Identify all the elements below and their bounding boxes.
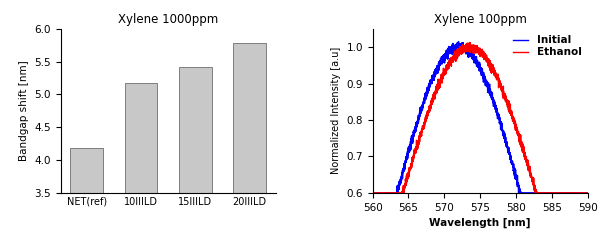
Initial bbox=[376, 191, 383, 194]
Initial bbox=[431, 75, 438, 78]
Ethanol bbox=[544, 191, 551, 194]
Initial bbox=[544, 191, 551, 194]
Title: Xylene 100ppm: Xylene 100ppm bbox=[434, 13, 527, 26]
Y-axis label: Normalized Intensity [a.u]: Normalized Intensity [a.u] bbox=[331, 47, 341, 174]
Initial bbox=[584, 191, 591, 194]
Legend: Initial, Ethanol: Initial, Ethanol bbox=[508, 31, 586, 61]
Initial bbox=[455, 40, 462, 43]
Ethanol bbox=[376, 191, 383, 194]
Line: Initial: Initial bbox=[373, 41, 588, 193]
Ethanol bbox=[584, 191, 591, 194]
Bar bbox=[70, 148, 103, 241]
Bar bbox=[125, 83, 158, 241]
Ethanol bbox=[484, 56, 491, 59]
Initial bbox=[369, 191, 376, 194]
Initial bbox=[484, 82, 491, 85]
Initial bbox=[408, 139, 415, 142]
Y-axis label: Bandgap shift [nm]: Bandgap shift [nm] bbox=[19, 60, 28, 161]
Ethanol bbox=[407, 164, 415, 167]
Ethanol bbox=[431, 93, 438, 96]
X-axis label: Wavelength [nm]: Wavelength [nm] bbox=[430, 218, 531, 228]
Title: Xylene 1000ppm: Xylene 1000ppm bbox=[118, 13, 218, 26]
Bar bbox=[233, 43, 266, 241]
Ethanol bbox=[408, 166, 415, 169]
Ethanol bbox=[369, 191, 376, 194]
Initial bbox=[407, 142, 415, 145]
Line: Ethanol: Ethanol bbox=[373, 43, 588, 193]
Ethanol bbox=[465, 41, 473, 44]
Bar bbox=[179, 67, 211, 241]
